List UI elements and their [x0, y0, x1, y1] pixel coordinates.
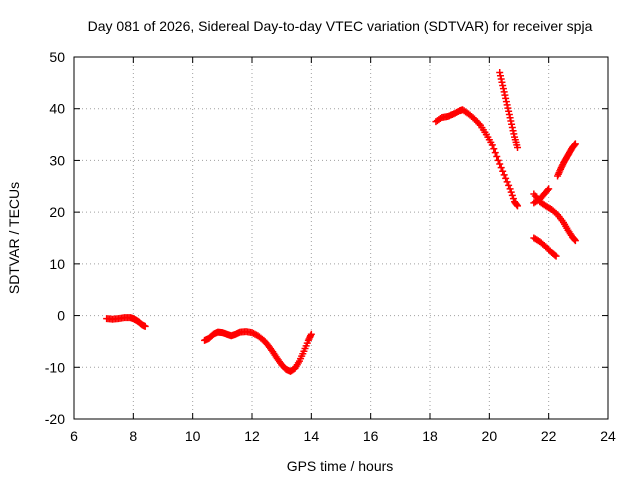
y-tick-labels: -20 -10 0 10 20 30 40 50 [45, 49, 65, 427]
data-point [545, 185, 553, 193]
data-point [571, 140, 579, 148]
data-point [475, 120, 483, 128]
x-tick-label: 24 [600, 428, 616, 444]
y-tick-label: 20 [49, 204, 65, 220]
series-arc-2 [201, 328, 315, 375]
y-tick-label: 40 [49, 101, 65, 117]
y-tick-label: 50 [49, 49, 65, 65]
data-point [307, 330, 315, 338]
y-axis-label: SDTVAR / TECUs [6, 182, 22, 294]
data-point [491, 149, 499, 157]
series-arc-3 [432, 106, 522, 210]
data-point [500, 171, 508, 179]
data-point [499, 167, 507, 175]
x-tick-label: 18 [422, 428, 438, 444]
plot-area-border [73, 56, 609, 420]
x-tick-label: 6 [70, 428, 78, 444]
data-point [496, 160, 504, 168]
data-point [493, 153, 501, 161]
data-point [502, 174, 510, 182]
x-tick-label: 10 [185, 428, 201, 444]
y-tick-label: -10 [45, 359, 65, 375]
series-arc-8 [554, 140, 579, 180]
x-tick-label: 14 [304, 428, 320, 444]
data-point [497, 164, 505, 172]
data-point [508, 191, 516, 199]
x-tick-label: 12 [244, 428, 260, 444]
data-point [503, 178, 511, 186]
series-arc-6 [530, 190, 579, 245]
data-point [551, 251, 559, 259]
data-point [506, 185, 514, 193]
data-point [490, 145, 498, 153]
series-arc-1 [103, 314, 149, 330]
y-tick-label: 10 [49, 256, 65, 272]
x-tick-label: 20 [482, 428, 498, 444]
series-arc-4 [496, 69, 522, 151]
y-tick-label: 30 [49, 152, 65, 168]
x-tick-labels: 6 8 10 12 14 16 18 20 22 24 [70, 428, 616, 444]
data-point [509, 195, 517, 203]
x-tick-label: 16 [363, 428, 379, 444]
y-tick-label: -20 [45, 411, 65, 427]
x-tick-label: 22 [541, 428, 557, 444]
x-tick-label: 8 [129, 428, 137, 444]
grid-lines [74, 57, 608, 419]
series-arc-7 [530, 234, 560, 260]
data-points [103, 69, 579, 375]
data-point [552, 252, 560, 260]
y-tick-label: 0 [57, 308, 65, 324]
data-point [488, 141, 496, 149]
data-point [141, 322, 149, 330]
data-point [544, 186, 552, 194]
data-point [571, 237, 579, 245]
axis-ticks [73, 56, 609, 420]
data-point [507, 188, 515, 196]
data-point [505, 181, 513, 189]
data-point [514, 144, 522, 151]
x-axis-label: GPS time / hours [287, 458, 394, 474]
chart-title: Day 081 of 2026, Sidereal Day-to-day VTE… [88, 18, 593, 34]
data-point [494, 156, 502, 164]
data-point [514, 202, 522, 210]
